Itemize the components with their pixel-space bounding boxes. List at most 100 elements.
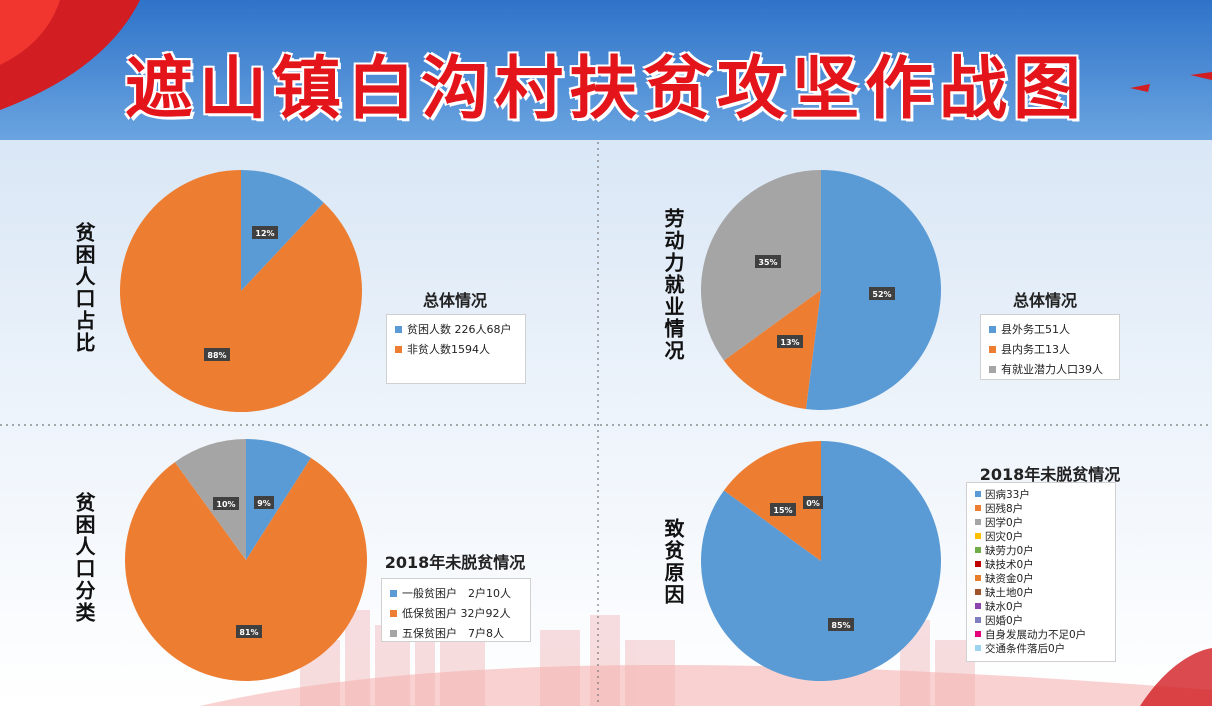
legend3-swatch <box>975 617 981 623</box>
pie2-data-label-1: 81% <box>239 628 258 637</box>
legend1-label: 有就业潜力人口39人 <box>1001 363 1103 376</box>
legend1-item: 县内务工13人 <box>989 339 1111 359</box>
pie0-data-label-1: 88% <box>207 351 226 360</box>
legend-poverty-ratio: 贫困人数 226人68户 非贫人数1594人 <box>386 314 526 384</box>
pie3-slice-0 <box>701 441 942 682</box>
legend3-label: 缺资金0户 <box>985 572 1034 585</box>
pie1-label-bg-2 <box>755 255 781 268</box>
legend3-swatch <box>975 561 981 567</box>
legend-employment: 县外务工51人 县内务工13人有就业潜力人口39人 <box>980 314 1120 380</box>
pie1-data-label-0: 52% <box>872 290 891 299</box>
legend3-item: 因婚0户 <box>975 613 1107 627</box>
legend3-swatch <box>975 645 981 651</box>
legend3-swatch <box>975 631 981 637</box>
pie2-label-bg-0 <box>254 496 274 509</box>
legend2-item: 五保贫困户 7户8人 <box>390 623 522 643</box>
legend1-item: 县外务工51人 <box>989 319 1111 339</box>
pie0-data-label-0: 12% <box>255 229 274 238</box>
legend0-swatch <box>395 325 402 333</box>
legend3-label: 因病33户 <box>985 488 1030 501</box>
pie2-slice-2 <box>174 439 246 560</box>
legend2-swatch <box>390 609 397 617</box>
party-emblem-decoration <box>1140 648 1212 706</box>
pie1-label-bg-0 <box>869 287 895 300</box>
legend3-swatch <box>975 505 981 511</box>
pie1-slice-1 <box>723 290 821 410</box>
legend3-item: 缺土地0户 <box>975 585 1107 599</box>
legend2-swatch <box>390 629 397 637</box>
legend0-label: 贫困人数 226人68户 <box>407 323 512 336</box>
legend3-item: 交通条件落后0户 <box>975 641 1107 655</box>
pie3-label-bg-2 <box>803 496 823 509</box>
legend1-label: 县内务工13人 <box>1001 343 1070 356</box>
legend-title-causes: 2018年未脱贫情况 <box>979 465 1121 484</box>
pie1-data-label-2: 35% <box>758 258 777 267</box>
legend2-item: 一般贫困户 2户10人 <box>390 583 522 603</box>
legend-causes: 因病33户 因残8户 因学0户 因灾0户 缺劳力0户 缺技术0户 缺资金0户 缺土地0户 缺水0… <box>966 482 1116 662</box>
pie3-data-label-1: 15% <box>773 506 792 515</box>
pie2-slice-1 <box>124 457 367 681</box>
legend3-item: 缺劳力0户 <box>975 543 1107 557</box>
legend3-label: 缺劳力0户 <box>985 544 1034 557</box>
pie2-slice-0 <box>246 439 311 560</box>
legend-title-classification: 2018年未脱贫情况 <box>384 553 526 572</box>
legend3-item: 缺资金0户 <box>975 571 1107 585</box>
legend3-item: 自身发展动力不足0户 <box>975 627 1107 641</box>
legend2-label: 五保贫困户 7户8人 <box>402 627 504 640</box>
pie0-label-bg-1 <box>204 348 230 361</box>
legend3-swatch <box>975 547 981 553</box>
pie3-label-bg-0 <box>828 618 854 631</box>
legend0-item: 贫困人数 226人68户 <box>395 319 517 339</box>
pie0-label-bg-0 <box>252 226 278 239</box>
side-label-poverty-ratio: 贫困人口占比 <box>72 222 96 354</box>
pie0-slice-1 <box>120 170 363 412</box>
legend-classification: 一般贫困户 2户10人 低保贫困户 32户92人五保贫困户 7户8人 <box>381 578 531 642</box>
pie2-label-bg-2 <box>213 497 239 510</box>
legend1-swatch <box>989 325 996 333</box>
legend0-item: 非贫人数1594人 <box>395 339 517 359</box>
legend3-label: 缺水0户 <box>985 600 1024 613</box>
pie0-slice-0 <box>241 170 324 291</box>
red-wave-decoration <box>200 665 1212 706</box>
legend3-label: 自身发展动力不足0户 <box>985 628 1087 641</box>
legend0-swatch <box>395 345 402 353</box>
red-flag-highlight <box>0 0 60 65</box>
legend3-item: 因灾0户 <box>975 529 1107 543</box>
legend3-item: 缺水0户 <box>975 599 1107 613</box>
legend3-swatch <box>975 589 981 595</box>
legend3-swatch <box>975 533 981 539</box>
legend3-label: 交通条件落后0户 <box>985 642 1066 655</box>
page-title: 遮山镇白沟村扶贫攻坚作战图 <box>124 50 1087 129</box>
pie3-data-label-2: 0% <box>806 499 820 508</box>
legend3-label: 因残8户 <box>985 502 1024 515</box>
pie1-label-bg-1 <box>777 335 803 348</box>
legend3-swatch <box>975 519 981 525</box>
legend1-swatch <box>989 365 996 373</box>
legend2-item: 低保贫困户 32户92人 <box>390 603 522 623</box>
pie2-data-label-2: 10% <box>216 500 235 509</box>
side-label-classification: 贫困人口分类 <box>72 492 96 624</box>
legend3-item: 缺技术0户 <box>975 557 1107 571</box>
pie2-data-label-0: 9% <box>257 499 271 508</box>
pie1-data-label-1: 13% <box>780 338 799 347</box>
legend3-label: 缺技术0户 <box>985 558 1034 571</box>
legend3-item: 因残8户 <box>975 501 1107 515</box>
legend0-label: 非贫人数1594人 <box>407 343 490 356</box>
legend3-swatch <box>975 575 981 581</box>
legend1-swatch <box>989 345 996 353</box>
pie3-data-label-0: 85% <box>831 621 850 630</box>
side-label-causes: 致贫原因 <box>661 518 685 606</box>
pie2-label-bg-1 <box>236 625 262 638</box>
legend3-label: 因灾0户 <box>985 530 1024 543</box>
legend1-label: 县外务工51人 <box>1001 323 1070 336</box>
legend3-item: 因病33户 <box>975 487 1107 501</box>
side-label-employment: 劳动力就业情况 <box>661 208 685 362</box>
legend3-item: 因学0户 <box>975 515 1107 529</box>
red-bird-decoration <box>1190 72 1212 80</box>
legend3-label: 因学0户 <box>985 516 1024 529</box>
legend2-swatch <box>390 589 397 597</box>
pie3-slice-1 <box>723 441 821 561</box>
legend3-label: 缺土地0户 <box>985 586 1034 599</box>
red-bird-decoration-2 <box>1130 84 1150 92</box>
